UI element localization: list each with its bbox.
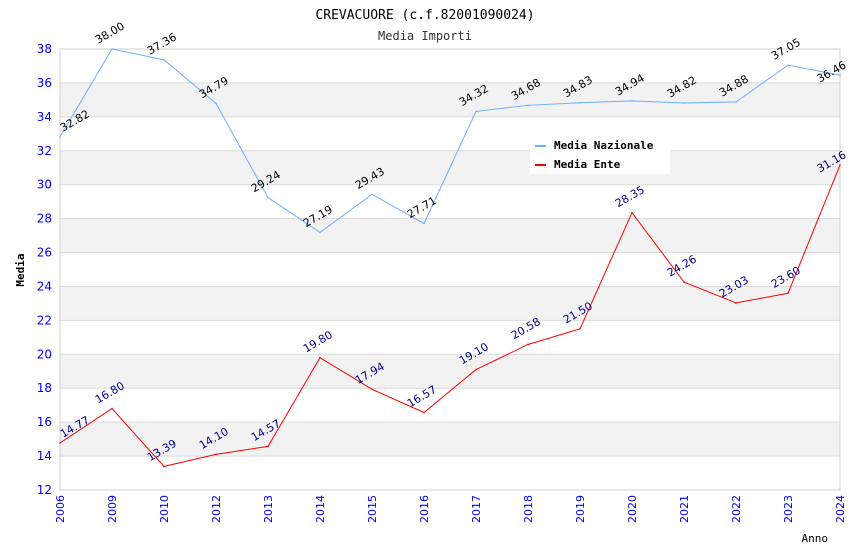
data-point xyxy=(267,445,269,448)
x-tick-label: 2020 xyxy=(626,495,639,523)
legend-label: Media Ente xyxy=(554,158,621,171)
data-point xyxy=(267,196,269,199)
series-line-0 xyxy=(59,48,841,233)
plot-border xyxy=(59,48,841,491)
x-tick-label: 2012 xyxy=(210,495,223,523)
data-point xyxy=(319,356,321,359)
y-tick-label: 34 xyxy=(37,110,52,124)
data-point xyxy=(163,465,165,468)
data-point xyxy=(59,442,61,444)
data-point xyxy=(787,64,789,66)
y-tick-label: 18 xyxy=(37,381,52,395)
x-tick-label: 2021 xyxy=(678,495,691,523)
data-point xyxy=(839,74,841,76)
x-tick-label: 2006 xyxy=(54,495,67,523)
grid-band xyxy=(60,354,840,389)
data-point xyxy=(215,453,217,456)
data-point xyxy=(579,328,581,330)
data-point xyxy=(787,292,789,295)
x-tick-label: 2023 xyxy=(782,495,795,523)
data-label: 37.36 xyxy=(145,30,179,57)
data-point xyxy=(475,110,477,113)
grid-band xyxy=(60,218,840,253)
data-point xyxy=(683,281,685,283)
x-tick-label: 2024 xyxy=(834,495,847,523)
data-point xyxy=(111,48,113,50)
x-tick-label: 2014 xyxy=(314,495,327,523)
data-label: 28.35 xyxy=(613,183,647,210)
y-tick-label: 28 xyxy=(37,212,52,226)
data-point xyxy=(423,411,425,414)
y-tick-label: 12 xyxy=(37,483,52,497)
x-tick-label: 2017 xyxy=(470,495,483,523)
y-axis-label: Media xyxy=(14,253,27,286)
x-tick-label: 2018 xyxy=(522,495,535,523)
series-line-1 xyxy=(59,164,841,467)
data-point xyxy=(111,407,113,410)
chart-title: CREVACUORE (c.f.82001090024) xyxy=(315,8,534,23)
data-point xyxy=(371,388,373,391)
data-point xyxy=(735,302,737,304)
grid-band xyxy=(60,422,840,457)
y-tick-label: 14 xyxy=(37,449,52,463)
data-point xyxy=(579,101,581,104)
x-axis-label: Anno xyxy=(802,532,829,545)
data-point xyxy=(735,101,737,103)
data-point xyxy=(631,100,633,102)
x-tick-label: 2016 xyxy=(418,495,431,523)
data-point xyxy=(423,222,425,225)
x-tick-label: 2010 xyxy=(158,495,171,523)
data-label: 36.46 xyxy=(815,58,849,85)
data-label: 37.05 xyxy=(769,36,803,63)
data-point xyxy=(475,368,477,371)
x-tick-label: 2015 xyxy=(366,495,379,523)
x-tick-label: 2013 xyxy=(262,495,275,523)
y-tick-label: 38 xyxy=(37,42,52,56)
data-point xyxy=(319,231,321,234)
data-point xyxy=(527,104,529,107)
legend: Media Nazionale Media Ente xyxy=(530,132,670,174)
y-tick-label: 30 xyxy=(37,178,52,192)
data-label: 27.71 xyxy=(405,194,439,221)
x-tick-label: 2009 xyxy=(106,495,119,523)
y-tick-label: 24 xyxy=(37,279,52,293)
x-tick-label: 2022 xyxy=(730,495,743,523)
y-tick-label: 32 xyxy=(37,144,52,158)
data-point xyxy=(527,343,529,346)
data-point xyxy=(683,102,685,104)
data-point xyxy=(59,136,61,138)
data-point xyxy=(163,59,165,61)
y-tick-label: 16 xyxy=(37,415,52,429)
data-label: 38.00 xyxy=(93,20,127,47)
data-point xyxy=(215,102,217,105)
y-tick-label: 20 xyxy=(37,347,52,361)
y-tick-label: 36 xyxy=(37,76,52,90)
data-label: 19.80 xyxy=(301,328,335,355)
x-tick-label: 2019 xyxy=(574,495,587,523)
chart-subtitle: Media Importi xyxy=(378,29,472,43)
data-point xyxy=(839,164,841,166)
data-label: 24.26 xyxy=(665,253,699,280)
y-tick-label: 22 xyxy=(37,313,52,327)
legend-label: Media Nazionale xyxy=(554,139,654,152)
y-tick-label: 26 xyxy=(37,246,52,260)
grid-band xyxy=(60,82,840,117)
data-point xyxy=(371,193,373,196)
data-point xyxy=(631,211,633,214)
